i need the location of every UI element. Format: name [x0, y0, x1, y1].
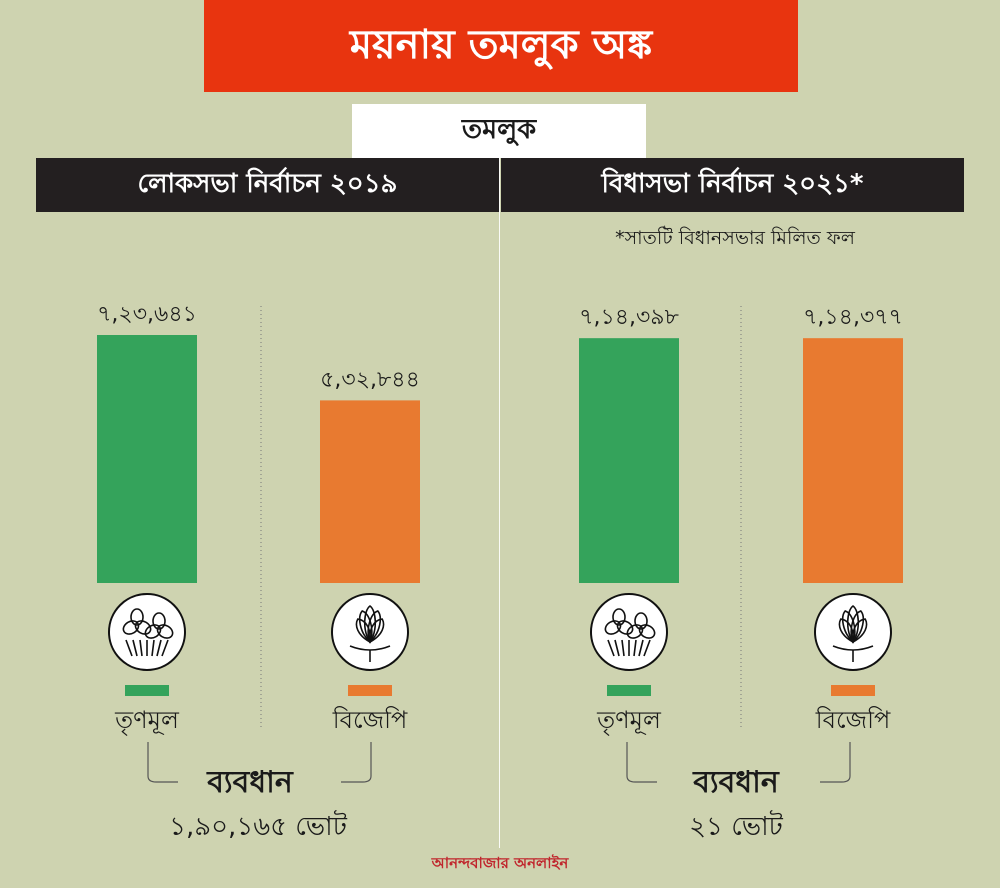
difference-bracket-left-0: [147, 742, 178, 783]
data-label-0-0: ৭,২৩,৬৪১: [97, 302, 197, 327]
bar-1-1: [803, 338, 903, 583]
difference-label-2021: ব্যবধান: [693, 765, 779, 800]
difference-bracket-left-1: [626, 742, 657, 783]
page-title: ময়নায় তমলুক অঙ্ক: [204, 0, 798, 92]
data-label-1-0: ৭,১৪,৩৯৮: [579, 305, 679, 330]
legend-swatch-1-1: [831, 685, 875, 696]
tmc-grass-flower-icon: [108, 593, 186, 671]
difference-bracket-right-0: [341, 742, 372, 783]
bar-0-1: [320, 400, 420, 583]
subtitle-tab: তমলুক: [352, 104, 646, 158]
category-label-1-1: বিজেপি: [815, 706, 891, 734]
legend-swatch-1-0: [607, 685, 651, 696]
tmc-grass-flower-icon: [590, 593, 668, 671]
publisher-credit: আনন্দবাজার অনলাইন: [431, 854, 569, 872]
legend-swatch-0-0: [125, 685, 169, 696]
footnote-2021: *সাতটি বিধানসভার মিলিত ফল: [615, 227, 855, 249]
bar-0-0: [97, 335, 197, 583]
bjp-lotus-icon: [814, 593, 892, 671]
difference-value-2019: ১,৯০,১৬৫ ভোট: [169, 812, 347, 842]
panel-title-2021: বিধাসভা নির্বাচন ২০২১*: [501, 158, 964, 212]
legend-swatch-0-1: [348, 685, 392, 696]
difference-value-2021: ২১ ভোট: [689, 812, 783, 842]
panel-divider: [499, 158, 500, 848]
difference-label-2019: ব্যবধান: [207, 765, 293, 800]
data-label-0-1: ৫,৩২,৮৪৪: [320, 367, 420, 392]
category-label-0-0: তৃণমূল: [114, 706, 180, 736]
bar-1-0: [579, 338, 679, 583]
difference-bracket-right-1: [820, 742, 851, 783]
category-label-1-0: তৃণমূল: [596, 706, 662, 736]
bjp-lotus-icon: [331, 593, 409, 671]
category-label-0-1: বিজেপি: [332, 706, 408, 734]
panel-title-2019: লোকসভা নির্বাচন ২০১৯: [36, 158, 499, 212]
data-label-1-1: ৭,১৪,৩৭৭: [803, 305, 903, 330]
